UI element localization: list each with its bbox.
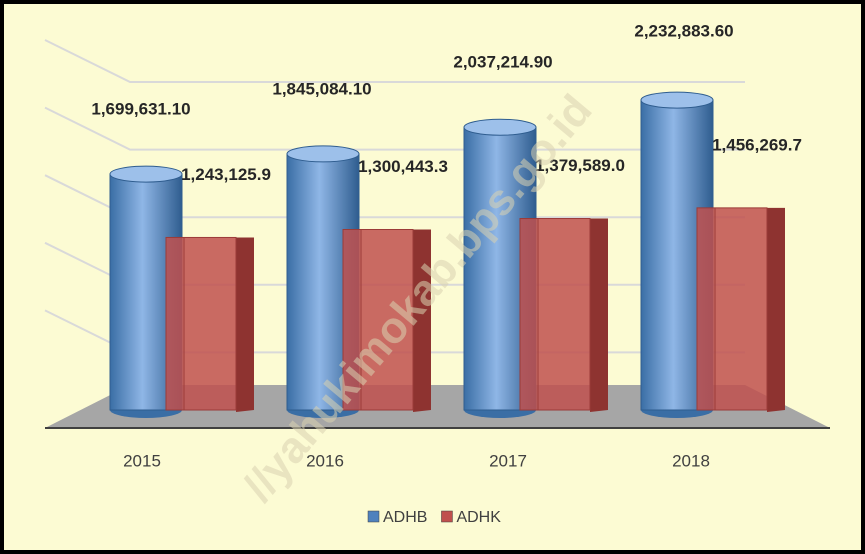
box-side	[413, 229, 431, 412]
bar	[165, 236, 237, 411]
data-label: 1,845,084.10	[272, 79, 371, 98]
bar	[696, 207, 768, 411]
box-side	[767, 207, 785, 412]
grid-line	[44, 39, 745, 83]
data-label: 1,699,631.10	[91, 100, 190, 119]
box-side	[236, 237, 254, 412]
bar	[519, 218, 591, 411]
cylinder-top	[286, 145, 360, 163]
box-side	[590, 218, 608, 412]
grid-line	[44, 106, 745, 151]
cylinder-top	[640, 91, 714, 109]
x-tick-label: 2018	[672, 451, 710, 470]
x-tick-label: 2015	[123, 451, 161, 470]
legend-label: ADHK	[456, 509, 501, 526]
bar	[342, 228, 414, 411]
legend-swatch	[441, 510, 453, 523]
data-label: 2,232,883.60	[634, 22, 733, 41]
legend-swatch	[367, 510, 380, 523]
plot: 1,699,631.10 1,243,125.9 1,845,084.10 1,300…	[91, 22, 802, 418]
data-label: 1,379,589.0	[535, 156, 625, 175]
x-tick-label: 2016	[306, 451, 344, 470]
data-label: 2,037,214.90	[453, 53, 552, 72]
cylinder-top	[463, 118, 537, 136]
data-label: 1,300,443.3	[358, 157, 448, 176]
legend-label: ADHB	[383, 509, 427, 526]
x-tick-label: 2017	[489, 451, 527, 470]
cylinder-top	[109, 165, 183, 183]
data-label: 1,456,269.7	[712, 135, 802, 154]
data-label: 1,243,125.9	[181, 165, 271, 184]
